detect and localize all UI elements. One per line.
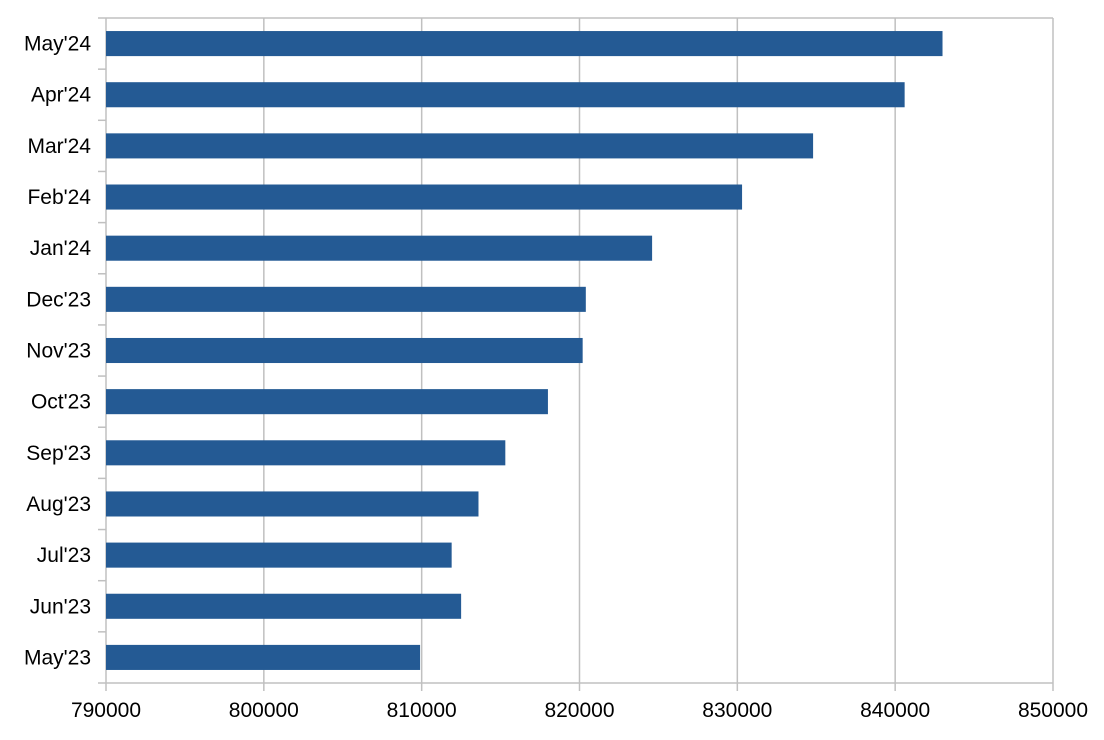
bar [106, 337, 583, 364]
bar [106, 644, 421, 670]
y-category-label: Sep'23 [26, 442, 91, 465]
bar [106, 491, 479, 517]
x-tick-label: 840000 [860, 699, 930, 722]
y-category-label: May'24 [24, 33, 91, 56]
y-category-label: May'23 [24, 646, 91, 669]
y-category-label: Dec'23 [26, 288, 91, 311]
y-category-label: Jul'23 [37, 544, 91, 567]
bar [106, 389, 548, 415]
x-tick-label: 850000 [1018, 699, 1088, 722]
y-category-label: Aug'23 [26, 493, 91, 516]
y-category-label: Oct'23 [31, 391, 91, 414]
bar [106, 184, 743, 210]
bar [106, 235, 653, 261]
y-category-label: Nov'23 [26, 340, 91, 363]
bar [106, 440, 506, 466]
y-category-label: Mar'24 [27, 135, 91, 158]
y-category-label: Apr'24 [31, 84, 91, 107]
x-tick-label: 800000 [229, 699, 299, 722]
bar [106, 133, 814, 159]
y-category-label: Jan'24 [30, 237, 92, 260]
x-tick-label: 810000 [387, 699, 457, 722]
bar [106, 31, 943, 57]
bar [106, 286, 586, 312]
bar [106, 542, 452, 568]
bar [106, 82, 905, 108]
x-tick-label: 790000 [71, 699, 141, 722]
bar [106, 593, 462, 619]
y-category-label: Jun'23 [30, 595, 91, 618]
y-category-label: Feb'24 [27, 186, 91, 209]
x-tick-label: 820000 [544, 699, 614, 722]
x-tick-label: 830000 [702, 699, 772, 722]
